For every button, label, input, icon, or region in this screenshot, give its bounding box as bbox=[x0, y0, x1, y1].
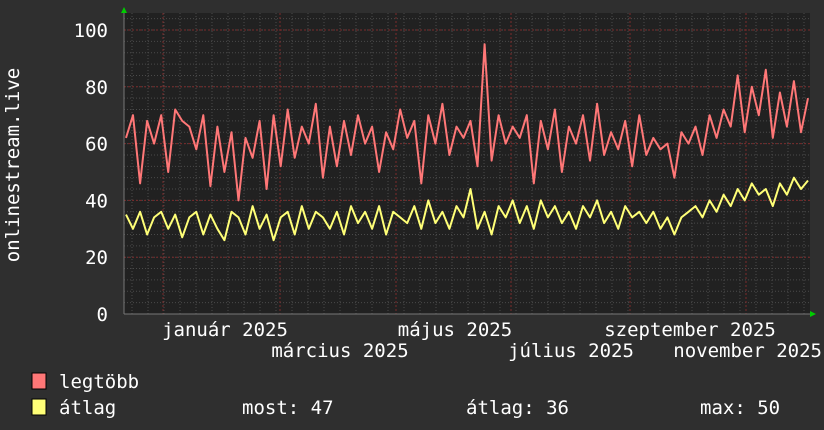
legend-label-avg: átlag bbox=[59, 397, 116, 419]
legend-swatch-avg bbox=[31, 398, 47, 416]
y-tick-label: 100 bbox=[74, 20, 108, 42]
x-tick-label: május 2025 bbox=[398, 319, 512, 341]
stat-average: átlag: 36 bbox=[466, 397, 569, 419]
x-tick-label: március 2025 bbox=[271, 340, 408, 362]
y-tick-label: 40 bbox=[85, 190, 108, 212]
x-tick-label: január 2025 bbox=[162, 319, 288, 341]
x-tick-label: november 2025 bbox=[673, 340, 822, 362]
series-line-average bbox=[125, 176, 809, 242]
y-tick-label: 20 bbox=[85, 247, 108, 269]
y-tick-labels: 0 20 40 60 80 100 bbox=[74, 20, 108, 326]
x-tick-label: szeptember 2025 bbox=[604, 319, 776, 341]
series-line-max bbox=[125, 43, 809, 202]
y-tick-label: 80 bbox=[85, 77, 108, 99]
stat-now: most: 47 bbox=[242, 397, 334, 419]
plot-canvas bbox=[124, 13, 810, 314]
stat-max: max: 50 bbox=[700, 397, 780, 419]
series-lines bbox=[125, 43, 809, 242]
y-axis-arrow-icon bbox=[121, 7, 127, 13]
legend-label-max: legtöbb bbox=[59, 371, 139, 393]
x-axis-arrow-icon bbox=[810, 311, 816, 317]
y-axis-label: onlinestream.live bbox=[2, 68, 24, 262]
x-tick-label: július 2025 bbox=[508, 340, 634, 362]
legend-swatch-max bbox=[31, 372, 47, 390]
y-tick-label: 60 bbox=[85, 134, 108, 156]
y-tick-label: 0 bbox=[97, 304, 108, 326]
